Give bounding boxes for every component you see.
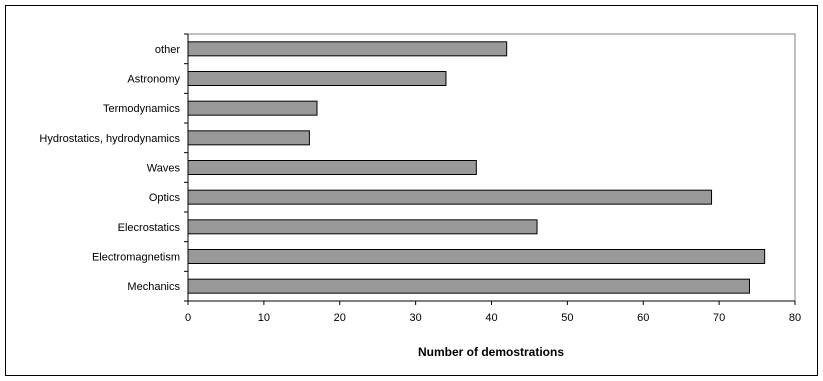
- category-label-waves: Waves: [147, 163, 181, 175]
- x-tick-label-80: 80: [789, 312, 801, 324]
- x-tick-label-70: 70: [713, 312, 725, 324]
- x-tick-label-60: 60: [637, 312, 649, 324]
- category-label-hydrostatics-hydrodynamics: Hydrostatics, hydrodynamics: [39, 133, 180, 145]
- category-label-electromagnetism: Electromagnetism: [92, 252, 180, 264]
- category-label-elecrostatics: Elecrostatics: [118, 222, 181, 234]
- bar-mechanics: [187, 278, 750, 294]
- x-axis-title: Number of demostrations: [418, 345, 564, 359]
- category-label-optics: Optics: [149, 192, 181, 204]
- category-label-other: other: [155, 44, 180, 56]
- x-tick-label-50: 50: [561, 312, 573, 324]
- bar-optics: [187, 189, 713, 205]
- x-tick-label-30: 30: [410, 312, 422, 324]
- bar-termodynamics: [187, 100, 318, 116]
- y-axis-ticks: [184, 33, 188, 302]
- x-axis-ticks: [187, 301, 796, 305]
- category-label-mechanics: Mechanics: [127, 281, 180, 293]
- bars-group: [187, 41, 766, 294]
- x-tick-label-10: 10: [258, 312, 270, 324]
- bar-electromagnetism: [187, 249, 766, 264]
- bar-elecrostatics: [187, 219, 538, 235]
- x-tick-label-40: 40: [485, 312, 497, 324]
- category-label-termodynamics: Termodynamics: [103, 103, 181, 115]
- bar-waves: [187, 160, 477, 175]
- x-tick-labels: 0 10 20 30 40 50 60 70 80: [185, 312, 801, 324]
- bar-astronomy: [187, 71, 447, 86]
- bar-hydrostatics-hydrodynamics: [187, 130, 310, 146]
- x-tick-label-0: 0: [185, 312, 191, 324]
- category-labels: other Astronomy Termodynamics Hydrostatics,…: [39, 44, 180, 293]
- x-tick-label-20: 20: [334, 312, 346, 324]
- category-label-astronomy: Astronomy: [127, 74, 180, 86]
- bar-other: [187, 41, 508, 57]
